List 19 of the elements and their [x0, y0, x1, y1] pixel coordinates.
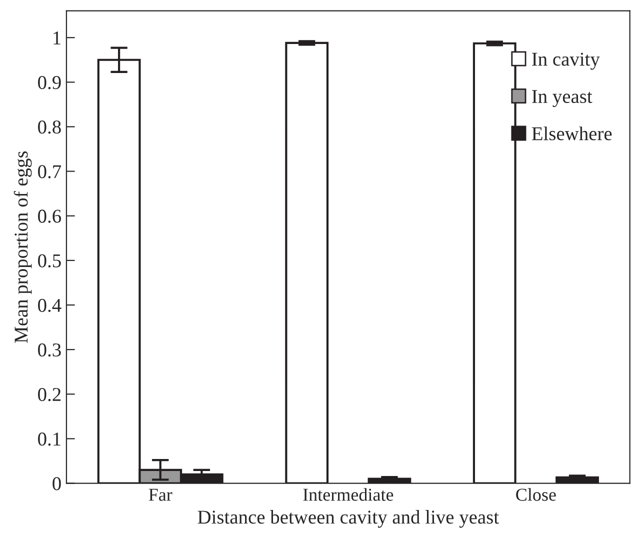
legend-label: In cavity	[532, 52, 600, 70]
x-tick-label: Far	[148, 488, 172, 501]
y-tick-label: 0.8	[38, 120, 61, 134]
y-tick-label: 0	[52, 477, 61, 490]
y-tick-label: 0.1	[38, 432, 60, 446]
y-tick-label: 0.6	[38, 210, 62, 223]
y-axis-title: Mean proportion of eggs	[14, 151, 32, 343]
legend-label: In yeast	[532, 90, 592, 108]
y-tick-label: 0.7	[38, 165, 62, 178]
y-tick-label: 0.4	[38, 298, 62, 312]
legend-label: Elsewhere	[532, 126, 612, 140]
x-tick-label: Intermediate	[303, 488, 394, 501]
y-tick-label: 0.2	[38, 388, 61, 402]
y-tick-label: 0.9	[38, 76, 61, 90]
x-axis-title: Distance between cavity and live yeast	[198, 510, 499, 528]
x-tick-label: Close	[516, 488, 556, 501]
y-tick-label: 0.3	[38, 343, 61, 357]
y-tick-label: 0.5	[38, 254, 61, 268]
y-tick-label: 1	[54, 32, 60, 44]
